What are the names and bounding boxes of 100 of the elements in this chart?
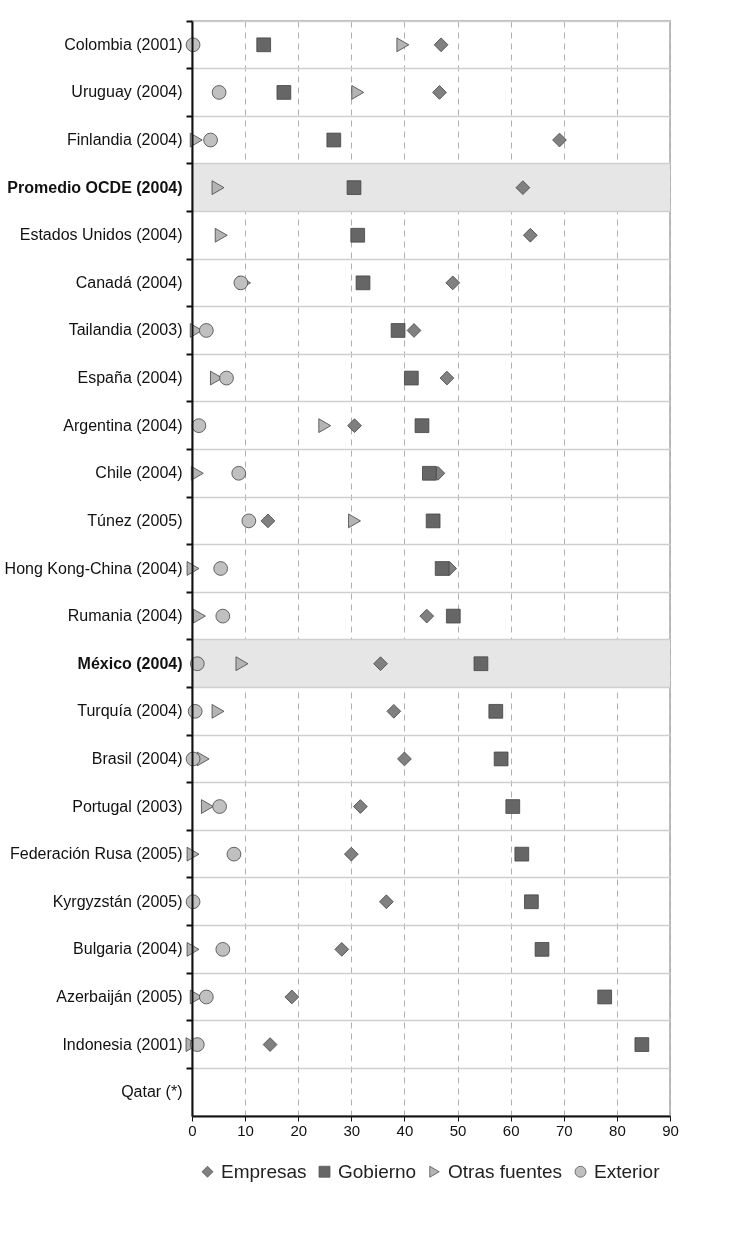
point	[348, 513, 361, 529]
point	[514, 846, 530, 862]
point	[186, 846, 200, 862]
point	[241, 513, 257, 529]
x-tick-label: 30	[343, 1121, 361, 1139]
y-tick-label: Turquía (2004)	[77, 702, 183, 720]
point	[256, 37, 271, 53]
point	[226, 846, 242, 862]
point	[211, 85, 227, 100]
y-tick-label: Finlandia (2004)	[66, 131, 183, 149]
legend-label: Otras fuentes	[448, 1160, 563, 1182]
point	[262, 1037, 278, 1052]
x-tick-label: 90	[662, 1121, 679, 1139]
legend-label: Exterior	[594, 1160, 661, 1182]
y-tick-label: Federación Rusa (2005)	[9, 845, 183, 863]
x-tick-label: 0	[188, 1121, 197, 1139]
point	[350, 227, 365, 243]
point	[203, 132, 218, 148]
y-tick-label: Canadá (2004)	[75, 273, 183, 291]
point	[432, 85, 447, 100]
y-tick-label: Rumania (2004)	[67, 607, 183, 625]
point	[419, 608, 435, 624]
x-tick-label: 10	[237, 1121, 254, 1139]
point	[434, 561, 450, 576]
point	[515, 180, 531, 195]
x-tick-label: 70	[555, 1121, 573, 1139]
y-tick-label: Brasil (2004)	[91, 749, 183, 767]
point	[396, 37, 410, 53]
point	[276, 85, 292, 100]
point	[379, 894, 394, 910]
y-tick-label: Argentina (2004)	[63, 416, 183, 434]
point	[534, 942, 550, 957]
y-tick-label: Colombia (2001)	[64, 35, 183, 53]
point	[318, 418, 332, 433]
point	[199, 323, 214, 338]
point	[215, 942, 231, 957]
y-tick-label: Qatar (*)	[121, 1083, 183, 1101]
y-tick-label: Estados Unidos (2004)	[19, 226, 183, 244]
y-tick-label: Bulgaria (2004)	[73, 940, 183, 958]
point	[425, 513, 441, 529]
point	[326, 132, 342, 148]
y-tick-label: Túnez (2005)	[87, 511, 183, 529]
point	[191, 418, 207, 433]
point	[445, 275, 461, 291]
y-tick-label: España (2004)	[77, 369, 183, 387]
point	[186, 942, 200, 957]
point	[414, 418, 430, 433]
point	[284, 989, 300, 1005]
point	[552, 132, 567, 148]
point	[597, 989, 612, 1005]
point	[211, 704, 225, 719]
point	[215, 608, 231, 624]
y-tick-label: Kyrgyzstán (2005)	[52, 892, 183, 910]
x-tick-label: 80	[609, 1121, 626, 1139]
point	[346, 180, 362, 195]
point	[433, 37, 449, 53]
point	[386, 704, 402, 719]
point	[235, 656, 249, 672]
point	[334, 942, 350, 957]
point	[201, 799, 214, 814]
point	[355, 275, 371, 291]
point	[344, 846, 359, 862]
point	[439, 370, 455, 386]
y-tick-label: Tailandia (2003)	[68, 321, 183, 339]
point	[347, 418, 362, 433]
legend-label: Empresas	[221, 1160, 307, 1182]
point	[186, 561, 200, 576]
point	[493, 751, 509, 767]
point	[373, 656, 388, 672]
point	[488, 704, 504, 719]
x-tick-label: 40	[396, 1121, 414, 1139]
point	[524, 894, 539, 910]
y-tick-label: México (2004)	[77, 654, 183, 672]
point	[199, 989, 214, 1005]
point	[214, 227, 228, 243]
point	[422, 465, 437, 481]
y-tick-label: Promedio OCDE (2004)	[7, 178, 183, 196]
point	[473, 656, 489, 672]
legend-label: Gobierno	[338, 1160, 417, 1182]
y-tick-label: Hong Kong-China (2004)	[4, 559, 183, 577]
point	[219, 370, 234, 386]
x-tick-label: 20	[290, 1121, 308, 1139]
point	[193, 608, 206, 624]
point	[406, 323, 422, 338]
point	[212, 799, 227, 814]
y-tick-label: Indonesia (2001)	[62, 1035, 183, 1053]
point	[446, 608, 461, 624]
point	[231, 466, 247, 481]
y-tick-label: Portugal (2003)	[72, 797, 183, 815]
point	[211, 180, 225, 195]
x-tick-label: 60	[502, 1121, 520, 1139]
point	[523, 227, 538, 243]
point	[404, 370, 419, 386]
point	[260, 513, 276, 529]
point	[353, 799, 368, 814]
point	[190, 656, 205, 671]
point	[213, 561, 228, 576]
x-tick-label: 50	[449, 1121, 467, 1139]
y-tick-label: Chile (2004)	[95, 464, 183, 482]
point	[397, 751, 412, 767]
